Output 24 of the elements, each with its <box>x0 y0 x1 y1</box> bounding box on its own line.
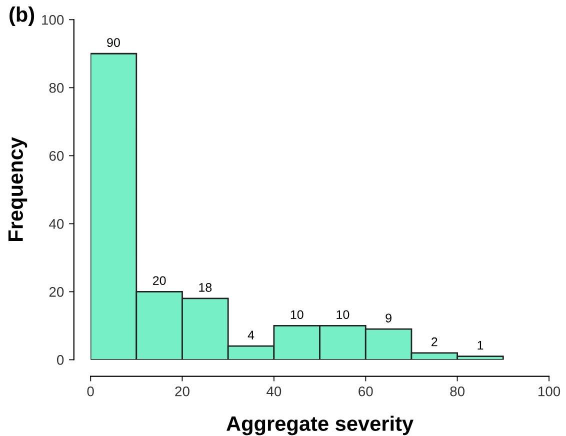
data-label: 20 <box>153 276 166 286</box>
chart-title: (b) <box>10 6 34 26</box>
data-label: 10 <box>290 310 304 320</box>
y-tick-label: 40 <box>49 219 64 229</box>
x-tick-label: 100 <box>538 386 560 396</box>
y-tick-label: 0 <box>56 355 64 365</box>
data-label: 9 <box>386 314 392 322</box>
y-tick-label: 100 <box>42 14 64 25</box>
data-label: 4 <box>248 330 254 340</box>
x-tick-label: 0 <box>87 386 94 396</box>
y-tick-label: 80 <box>49 82 64 93</box>
data-label: 18 <box>199 282 212 292</box>
data-label: 2 <box>432 337 438 346</box>
data-label: 10 <box>336 310 350 320</box>
x-tick-label: 80 <box>450 386 465 396</box>
y-axis-title: Frequency <box>8 137 28 241</box>
y-tick-label: 60 <box>49 150 64 161</box>
x-tick-label: 40 <box>266 386 282 396</box>
x-axis-title: Aggregate severity <box>226 416 414 436</box>
data-label: 1 <box>478 340 484 350</box>
x-tick-label: 60 <box>358 386 373 396</box>
data-label: 90 <box>107 38 120 47</box>
x-tick-label: 20 <box>175 386 190 396</box>
y-tick-label: 20 <box>49 287 64 297</box>
